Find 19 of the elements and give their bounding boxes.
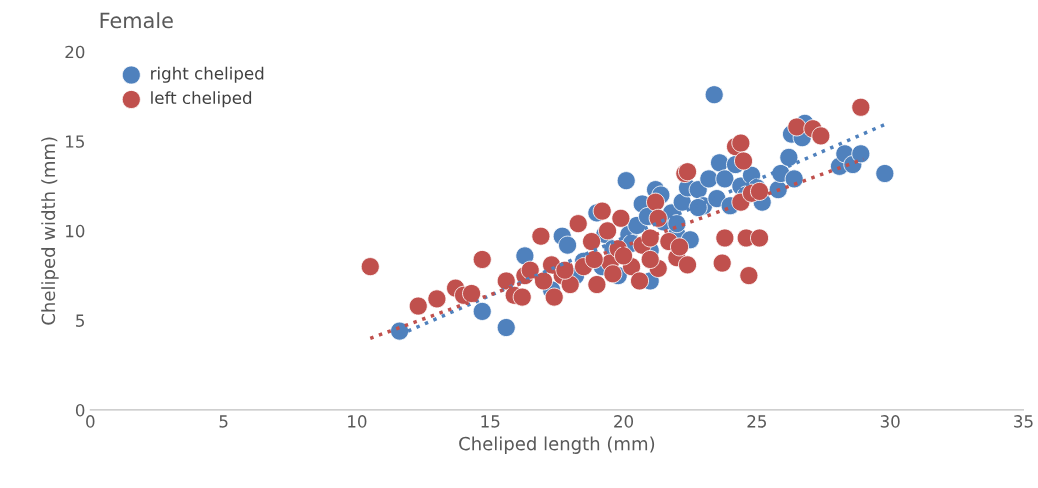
y-tick-label: 0 [75,403,85,417]
x-tick-label: 30 [880,415,900,428]
y-axis-title: Cheliped width (mm) [41,137,59,325]
y-tick-label: 5 [76,314,84,327]
y-tick-label: 20 [65,45,85,59]
x-tick-label: 5 [219,415,228,428]
y-tick-label: 10 [66,224,85,238]
point [603,264,623,284]
x-tick-label: 0 [86,415,95,428]
x-tick-label: 15 [481,415,500,428]
x-tick-label: 20 [614,415,634,428]
y-tick-label: 15 [66,135,84,148]
x-tick-label: 35 [1014,415,1033,428]
x-tick-label: 25 [747,415,766,428]
x-axis-title: Cheliped length (mm) [459,436,655,454]
legend-label: left cheliped [151,91,252,108]
chart-title: Female [100,12,173,29]
x-tick-label: 10 [348,415,367,428]
legend-label: right cheliped [151,66,264,83]
